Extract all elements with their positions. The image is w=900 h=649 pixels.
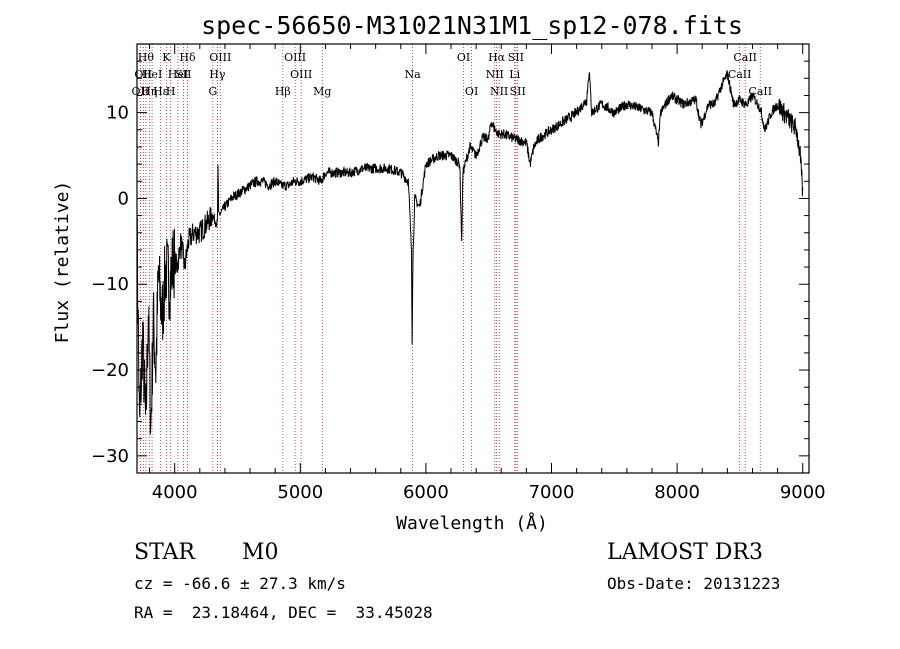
line-label-0: OII	[132, 85, 150, 98]
line-label-16: OIII	[290, 68, 312, 81]
line-label-4: HeI	[142, 68, 162, 81]
x-axis-ticks: 4000 5000 6000 7000 8000 9000	[149, 44, 826, 503]
line-label-13: OIII	[209, 51, 231, 64]
line-label-24: Li	[509, 68, 520, 81]
line-label-19: OI	[457, 51, 470, 64]
line-label-3: Hη	[141, 85, 157, 98]
line-label-15: OIII	[284, 51, 306, 64]
plot-frame	[136, 43, 810, 474]
line-markers	[139, 44, 761, 473]
line-label-8: HeI	[168, 68, 188, 81]
chart-title: spec-56650-M31021N31M1_sp12-078.fits	[201, 11, 743, 40]
class-label: STAR	[134, 540, 195, 565]
y-tick-label-4: 10	[106, 103, 129, 124]
line-label-28: CaII	[733, 51, 757, 64]
line-label-27: CaII	[728, 68, 752, 81]
y-tick-label-1: −20	[91, 360, 129, 381]
x-tick-label-4: 8000	[654, 482, 700, 503]
line-label-5: Hε	[153, 85, 169, 98]
line-label-1: OII	[134, 68, 152, 81]
line-label-23: NII	[490, 85, 508, 98]
y-tick-label-0: −30	[91, 446, 129, 467]
line-label-26: SII	[510, 85, 526, 98]
y-tick-label-3: 0	[118, 188, 129, 209]
line-label-2: Hθ	[138, 51, 155, 64]
line-label-7: H	[166, 85, 176, 98]
survey-label: LAMOST DR3	[607, 540, 763, 565]
line-label-14: Hβ	[275, 85, 291, 98]
x-tick-label-3: 7000	[529, 482, 575, 503]
x-tick-label-0: 4000	[152, 482, 198, 503]
redshift-text: cz = -66.6 ± 27.3 km/s	[134, 574, 346, 593]
line-label-6: K	[162, 51, 171, 64]
line-label-17: Mg	[313, 85, 331, 98]
subclass-label: M0	[242, 540, 279, 565]
line-label-20: OI	[465, 85, 478, 98]
y-tick-label-2: −10	[91, 274, 129, 295]
x-tick-label-1: 5000	[277, 482, 323, 503]
spectrum-line	[136, 70, 804, 435]
line-label-18: Na	[404, 68, 421, 81]
line-label-10: Hδ	[179, 51, 196, 64]
coordinates-text: RA = 23.18464, DEC = 33.45028	[134, 603, 433, 622]
line-label-25: SII	[508, 51, 524, 64]
line-label-11: G	[208, 85, 217, 98]
obs-date-text: Obs-Date: 20131223	[607, 574, 781, 593]
line-label-29: CaII	[748, 85, 772, 98]
x-tick-label-2: 6000	[403, 482, 449, 503]
x-tick-label-5: 9000	[780, 482, 826, 503]
x-axis-label: Wavelength (Å)	[396, 512, 548, 534]
line-labels: OIIOIIHθHηHeIHεKHHeISIIHδGHγOIIIHβOIIIOI…	[132, 51, 773, 98]
line-label-12: Hγ	[209, 68, 226, 81]
line-label-21: NII	[486, 68, 504, 81]
y-axis-ticks: −30 −20 −10 0 10	[91, 60, 809, 467]
y-axis-label: Flux (relative)	[52, 181, 73, 344]
line-label-22: Hα	[488, 51, 506, 64]
line-label-9: SII	[175, 68, 191, 81]
